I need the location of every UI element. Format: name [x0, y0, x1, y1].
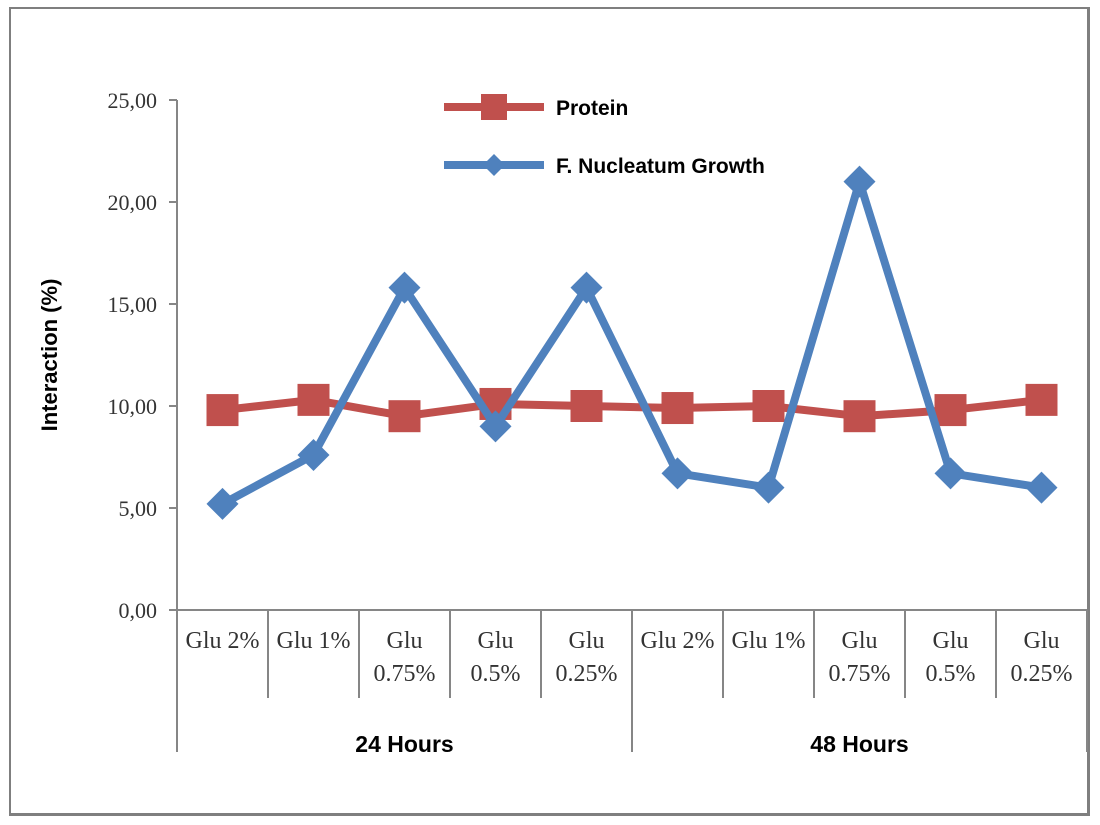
series-protein [206, 383, 1058, 433]
data-point [661, 457, 694, 490]
legend-item: F. Nucleatum Growth [444, 154, 765, 178]
x-tick-label: Glu 0.25% [1011, 628, 1073, 687]
x-tick-label: Glu 0.5% [926, 628, 976, 687]
data-point [752, 471, 785, 504]
data-point [297, 438, 330, 471]
data-point [388, 271, 421, 304]
x-tick-label: Glu 0.75% [829, 628, 891, 687]
y-tick-label: 5,00 [119, 496, 158, 521]
series-layer [206, 165, 1058, 520]
data-point [1025, 471, 1058, 504]
series-line [222, 395, 1042, 421]
data-point [297, 383, 330, 416]
data-point [934, 457, 967, 490]
legend-label: F. Nucleatum Growth [556, 155, 765, 178]
x-group-label: 48 Hours [810, 731, 908, 757]
legend-item: Protein [444, 94, 628, 120]
legend-marker [483, 154, 505, 176]
y-tick-label: 20,00 [108, 190, 158, 215]
x-group-label: 24 Hours [355, 731, 453, 757]
legend-label: Protein [556, 97, 628, 120]
y-tick-label: 15,00 [108, 292, 158, 317]
x-tick-label: Glu 1% [732, 628, 806, 654]
data-point [388, 400, 421, 433]
axes: 0,00 5,00 10,00 15,00 20,00 25,00 Glu 2% Glu 1%… [108, 88, 1088, 757]
series-f-nucleatum-growth [206, 165, 1058, 520]
data-point [570, 271, 603, 304]
data-point [661, 392, 694, 425]
y-axis-label: Interaction (%) [37, 279, 62, 432]
data-point [934, 394, 967, 427]
x-tick-label: Glu 1% [277, 628, 351, 654]
legend-marker [481, 94, 507, 120]
data-point [752, 390, 785, 422]
data-point [479, 410, 512, 443]
data-point [843, 165, 876, 198]
series-line [220, 177, 1043, 508]
data-point [843, 400, 876, 433]
x-tick-label: Glu 0.5% [471, 628, 521, 687]
data-point [1025, 383, 1058, 416]
x-tick-label: Glu 0.25% [556, 628, 618, 687]
data-point [570, 390, 603, 422]
y-tick-label: 10,00 [108, 394, 158, 419]
legend: Protein F. Nucleatum Growth [444, 94, 765, 178]
y-tick-label: 0,00 [119, 598, 158, 623]
x-tick-label: Glu 2% [641, 628, 715, 654]
x-tick-label: Glu 0.75% [374, 628, 436, 687]
x-tick-label: Glu 2% [186, 628, 260, 654]
data-point [206, 487, 239, 520]
data-point [206, 394, 239, 427]
y-tick-label: 25,00 [108, 88, 158, 113]
